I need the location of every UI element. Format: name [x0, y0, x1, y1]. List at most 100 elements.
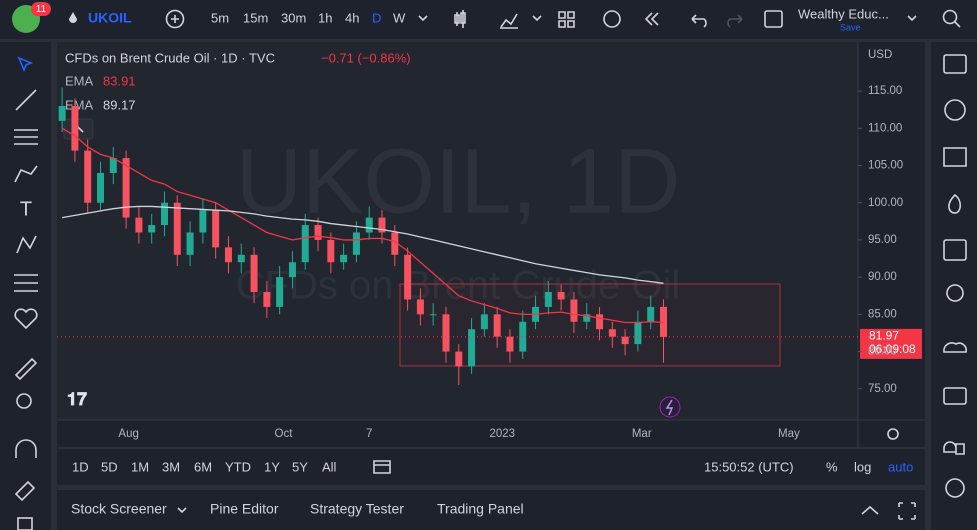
chats[interactable] — [943, 387, 967, 405]
interval-button[interactable]: D — [372, 10, 381, 25]
panel-toggle[interactable] — [861, 505, 879, 515]
interval-button[interactable]: W — [393, 10, 406, 25]
line-tool[interactable] — [15, 89, 37, 111]
panel-tab[interactable]: Strategy Tester — [310, 501, 404, 517]
range-button[interactable]: All — [322, 459, 337, 474]
y-tick-label: 75.00 — [868, 383, 897, 395]
trash-tool[interactable] — [17, 517, 33, 530]
interval-button[interactable]: 4h — [345, 10, 359, 25]
candle-body — [596, 314, 604, 330]
candle-body — [160, 202, 168, 226]
save[interactable]: Save — [840, 22, 861, 32]
watchlist[interactable] — [943, 54, 967, 74]
measure-tool[interactable] — [14, 357, 38, 381]
events-icon[interactable] — [659, 396, 681, 418]
range-button[interactable]: 5D — [101, 459, 118, 474]
cursor-tool[interactable] — [17, 56, 34, 73]
watermark-symbol: UKOIL, 1D — [236, 130, 681, 232]
symbol[interactable]: UKOIL — [88, 10, 132, 26]
signals[interactable] — [945, 478, 965, 498]
lock-tool[interactable] — [14, 480, 36, 502]
last-price: 81.97 — [869, 329, 899, 343]
panel-tab[interactable]: Trading Panel — [437, 501, 524, 517]
magnet-tool[interactable] — [15, 439, 37, 458]
candle-body — [455, 351, 463, 367]
fib-tool[interactable] — [14, 129, 38, 145]
layout-icon[interactable] — [764, 10, 783, 28]
candle-body — [365, 217, 373, 233]
range-button[interactable]: 3M — [162, 459, 180, 474]
news[interactable] — [943, 147, 967, 167]
candle-body — [301, 225, 309, 263]
interval-button[interactable]: 1h — [318, 10, 332, 25]
alerts[interactable] — [944, 99, 966, 121]
candle-body — [109, 158, 117, 173]
collapse-legend[interactable] — [63, 118, 94, 140]
interval-button[interactable]: 5m — [211, 10, 229, 25]
candle-body — [608, 329, 616, 337]
zoom-tool[interactable] — [16, 393, 32, 409]
range-button[interactable]: 1M — [131, 459, 149, 474]
candle-body — [71, 105, 79, 151]
templates[interactable] — [558, 11, 575, 28]
streams[interactable] — [943, 342, 968, 353]
pattern-tool[interactable] — [16, 235, 37, 254]
panel-tab[interactable]: Pine Editor — [210, 501, 279, 517]
candle-body — [647, 306, 655, 322]
y-tick-label: 80.00 — [868, 346, 897, 358]
candle-body — [391, 232, 399, 255]
x-tick-label: May — [778, 428, 800, 440]
currency[interactable]: USD — [868, 49, 892, 61]
undo[interactable] — [691, 14, 707, 28]
candle-body — [173, 202, 181, 255]
forecast-tool[interactable] — [14, 274, 38, 292]
text-tool[interactable]: T — [20, 198, 32, 220]
indicators[interactable] — [500, 13, 518, 29]
ideas[interactable] — [946, 284, 964, 302]
help[interactable] — [943, 441, 965, 455]
candle-body — [263, 292, 271, 307]
percent-toggle[interactable]: % — [826, 459, 838, 474]
interval-button[interactable]: 15m — [243, 10, 268, 25]
hotlists[interactable] — [948, 193, 962, 214]
range-button[interactable]: 1Y — [264, 459, 280, 474]
chart-type[interactable] — [454, 10, 466, 28]
brush-tool[interactable] — [14, 165, 38, 183]
clock[interactable]: 15:50:52 (UTC) — [704, 459, 794, 474]
range-button[interactable]: YTD — [225, 459, 251, 474]
settings[interactable] — [887, 428, 899, 440]
candle-body — [570, 299, 578, 322]
ema-label: EMA — [65, 73, 94, 88]
favorites-tool[interactable] — [14, 308, 38, 330]
add-symbol[interactable] — [165, 9, 185, 29]
range-button[interactable]: 6M — [194, 459, 212, 474]
x-tick-label: 2023 — [489, 428, 515, 440]
interval-menu[interactable] — [418, 15, 428, 22]
x-tick-label: Aug — [118, 428, 138, 440]
right-toolbar — [931, 42, 977, 530]
range-button[interactable]: 5Y — [292, 459, 308, 474]
candle-body — [634, 321, 642, 345]
interval-button[interactable]: 30m — [281, 10, 306, 25]
alert[interactable] — [603, 10, 621, 28]
calendar[interactable] — [943, 239, 967, 261]
auto-toggle[interactable]: auto — [888, 459, 913, 474]
screener-menu[interactable] — [177, 507, 187, 514]
replay[interactable] — [644, 12, 659, 26]
layout-menu[interactable] — [907, 15, 917, 22]
search[interactable] — [942, 9, 958, 25]
bottom-panel — [57, 490, 925, 530]
candle-body — [519, 321, 527, 352]
maximize[interactable] — [898, 502, 916, 520]
candle-body — [378, 217, 386, 233]
candle-body — [327, 239, 335, 263]
log-toggle[interactable]: log — [854, 459, 871, 474]
range-button[interactable]: 1D — [72, 459, 89, 474]
candle-body — [493, 314, 501, 337]
indicators-menu[interactable] — [532, 15, 542, 22]
layout-name[interactable]: Wealthy Educ... — [798, 6, 889, 21]
candle-body — [288, 262, 296, 278]
date-range[interactable] — [373, 460, 391, 474]
panel-tab[interactable]: Stock Screener — [71, 501, 167, 517]
